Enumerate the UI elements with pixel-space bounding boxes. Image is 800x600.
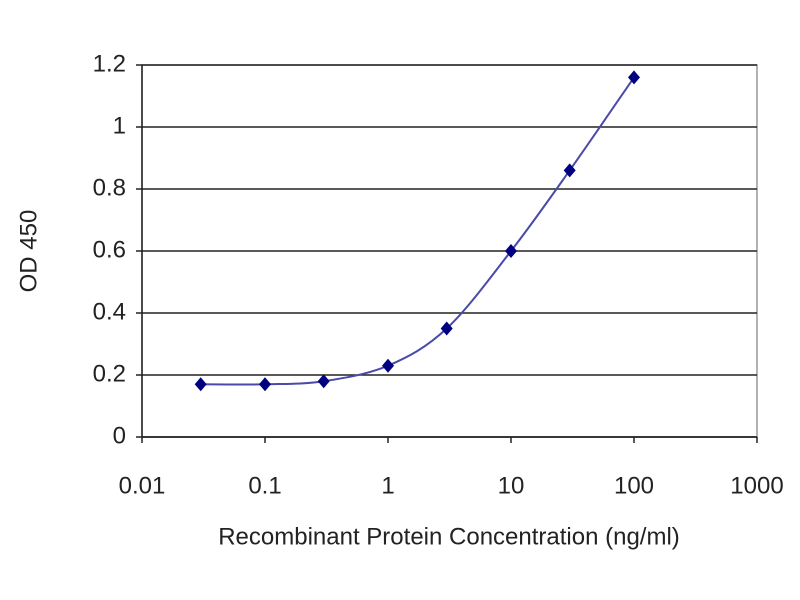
fit-line — [200, 76, 635, 386]
y-tick-label: 0.2 — [93, 360, 126, 387]
y-tick-label: 0.8 — [93, 174, 126, 201]
x-axis-label: Recombinant Protein Concentration (ng/ml… — [218, 523, 680, 550]
data-point — [505, 244, 517, 258]
x-tick-label: 1000 — [730, 472, 783, 499]
y-tick-label: 1 — [113, 112, 126, 139]
x-tick-label: 100 — [614, 472, 654, 499]
data-point — [259, 377, 271, 392]
y-tick-label: 0.4 — [93, 298, 126, 325]
x-tick-label: 0.1 — [248, 472, 281, 499]
data-point — [194, 377, 207, 392]
y-tick-label: 0 — [113, 422, 126, 449]
y-tick-label: 0.6 — [93, 236, 126, 263]
data-point — [628, 70, 640, 85]
data-point — [563, 163, 576, 178]
y-axis-label: OD 450 — [15, 210, 42, 293]
x-tick-label: 10 — [498, 472, 525, 499]
x-tick-label: 1 — [381, 472, 394, 499]
data-point — [382, 358, 394, 373]
data-point — [440, 321, 453, 336]
x-tick-label: 0.01 — [119, 472, 166, 499]
y-tick-label: 1.2 — [93, 50, 126, 77]
data-point — [317, 374, 330, 389]
